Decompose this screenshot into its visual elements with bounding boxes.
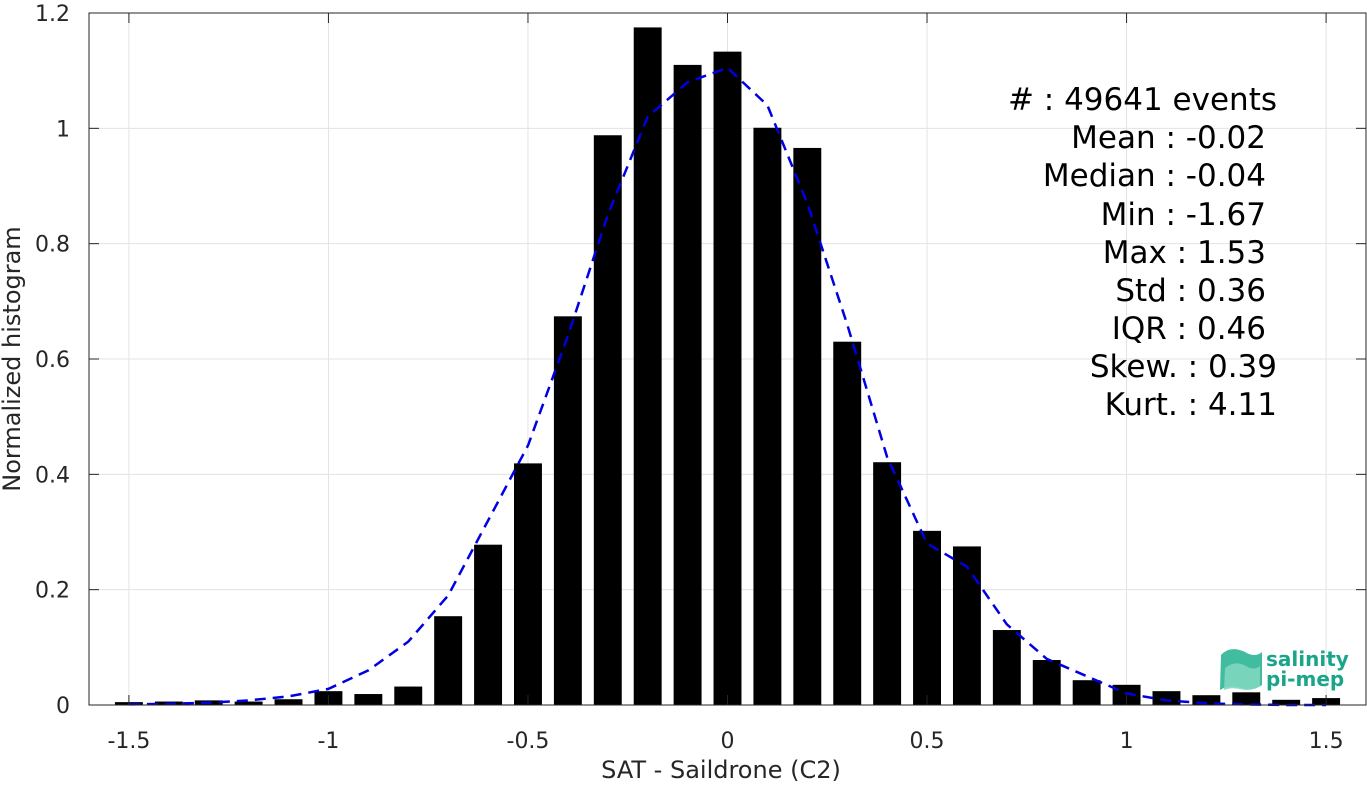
logo-text-pimep: pi-mep: [1266, 667, 1344, 691]
x-tick-label: 0.5: [910, 729, 945, 754]
histogram-bar: [633, 27, 662, 705]
stats-std: Std : 0.36: [1115, 273, 1266, 309]
histogram-bar: [952, 546, 981, 705]
logo-wave-mark-inner: [1224, 663, 1260, 690]
y-tick-label: 0.8: [35, 233, 70, 258]
salinity-pi-mep-logo: salinity pi-mep: [1220, 647, 1349, 691]
histogram-bar: [873, 462, 902, 705]
histogram-bar: [1032, 660, 1061, 705]
histogram-bar: [514, 463, 542, 705]
histogram-bar: [1072, 680, 1101, 705]
stats-min: Min : -1.67: [1101, 197, 1266, 233]
stats-count: # : 49641 events: [1008, 82, 1277, 118]
y-tick-label: 0.6: [35, 348, 70, 373]
x-tick-label: 0: [721, 729, 735, 754]
histogram-bar: [1272, 699, 1301, 705]
stats-skew: Skew. : 0.39: [1090, 349, 1277, 385]
x-tick-label: 1.5: [1309, 729, 1344, 754]
histogram-bar: [434, 616, 463, 705]
stats-mean: Mean : -0.02: [1071, 120, 1266, 156]
statistics-annotation: # : 49641 events Mean : -0.02 Median : -…: [1008, 82, 1277, 423]
y-tick-label: 0: [56, 694, 70, 719]
x-tick-label: -1.5: [107, 729, 150, 754]
x-tick-label: 1: [1120, 729, 1134, 754]
y-tick-label: 0.2: [35, 579, 70, 604]
stats-kurt: Kurt. : 4.11: [1105, 387, 1277, 423]
histogram-bar: [1112, 684, 1141, 705]
stats-max: Max : 1.53: [1103, 235, 1266, 271]
histogram-bar: [833, 341, 862, 705]
x-tick-label: -1: [317, 729, 339, 754]
histogram-bar: [274, 699, 303, 705]
histogram-bar: [1152, 691, 1181, 705]
y-tick-label: 1: [56, 117, 70, 142]
y-tick-label: 0.4: [35, 463, 70, 488]
histogram-bar: [713, 51, 742, 706]
histogram-bar: [913, 530, 941, 705]
histogram-bars: [114, 27, 1341, 706]
logo-text-salinity: salinity: [1266, 647, 1349, 671]
fit-curve: [128, 66, 1327, 707]
stats-median: Median : -0.04: [1043, 158, 1266, 194]
x-axis-title: SAT - Saildrone (C2): [601, 756, 841, 784]
y-axis-ticks: 0 0.2 0.4 0.6 0.8 1 1.2: [35, 2, 1366, 719]
histogram-bar: [354, 694, 383, 705]
histogram-bar: [593, 135, 622, 706]
x-axis-ticks: -1.5 -1 -0.5 0 0.5 1 1.5: [107, 13, 1344, 754]
x-tick-label: -0.5: [507, 729, 550, 754]
histogram-bar: [793, 147, 822, 705]
y-axis-title: Normalized histogram: [0, 226, 26, 491]
histogram-bar: [394, 686, 423, 705]
histogram-bar: [474, 544, 503, 705]
histogram-bar: [753, 127, 782, 706]
stats-iqr: IQR : 0.46: [1112, 311, 1266, 347]
histogram-bar: [992, 630, 1021, 705]
histogram-bar: [673, 64, 702, 705]
histogram-bar: [1192, 695, 1221, 705]
y-tick-label: 1.2: [35, 2, 70, 27]
histogram-bar: [234, 701, 263, 705]
histogram-bar: [553, 316, 582, 705]
histogram-bar: [1232, 692, 1261, 705]
